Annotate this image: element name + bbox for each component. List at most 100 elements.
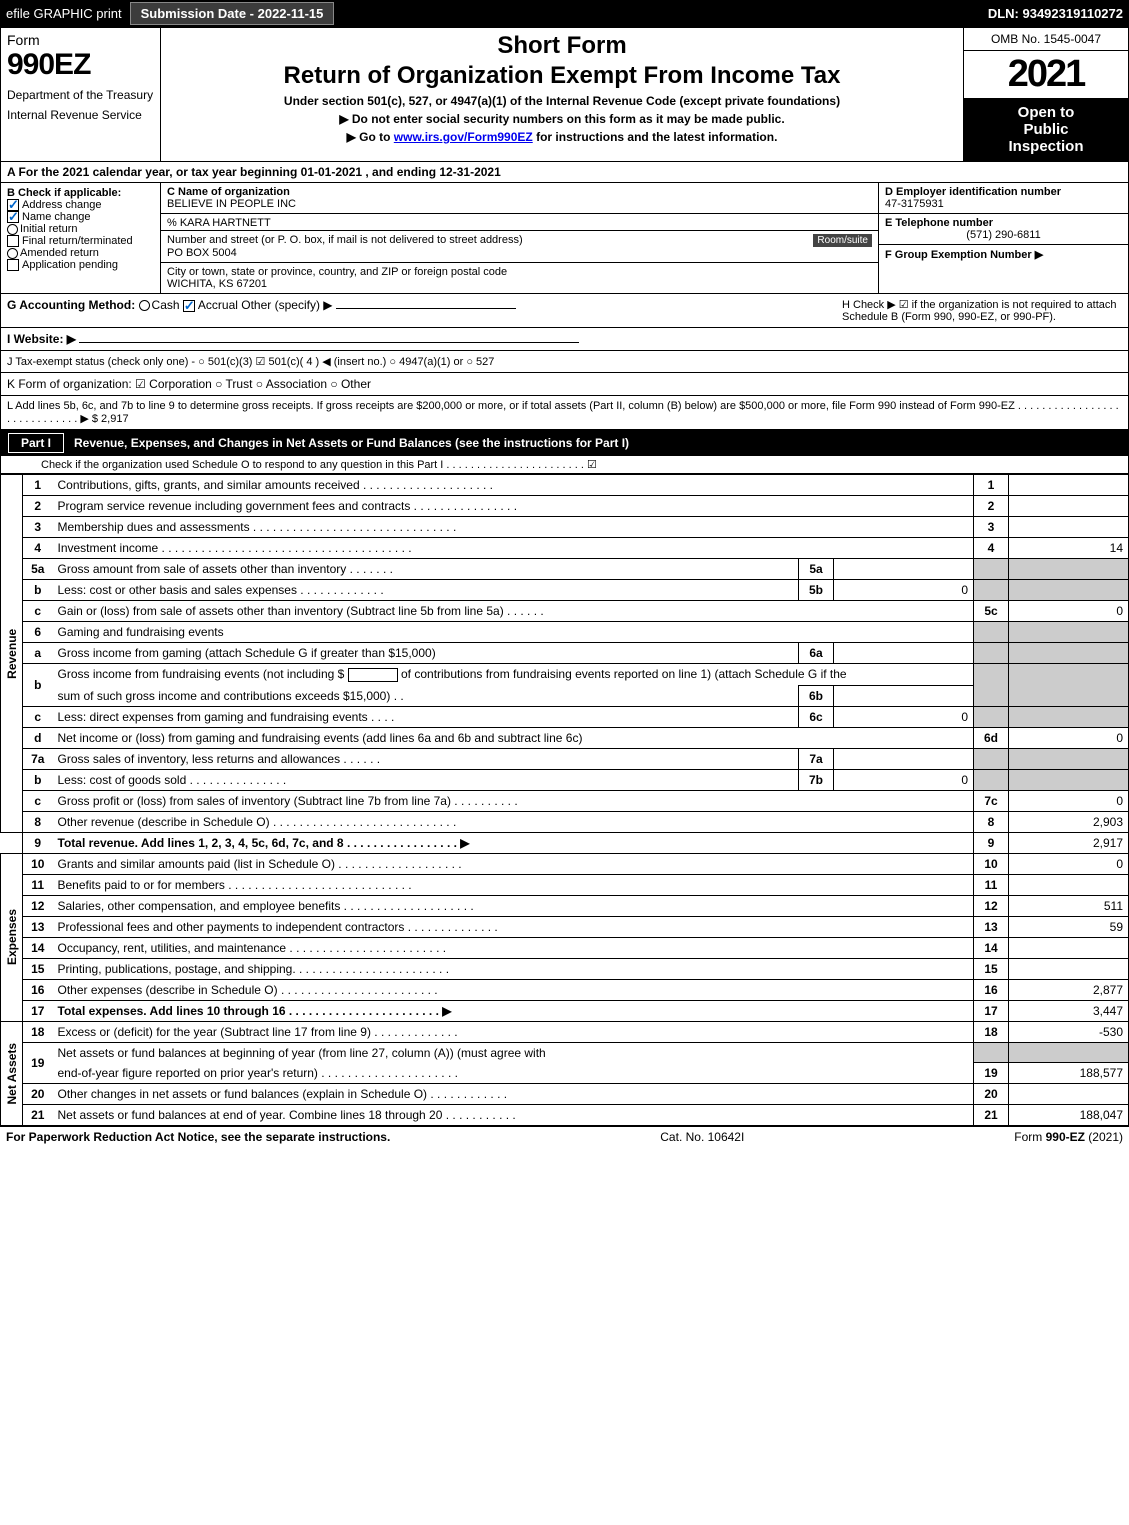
line21-no: 21	[23, 1105, 53, 1126]
name-change-checkbox[interactable]	[7, 211, 19, 223]
line13-rno: 13	[974, 916, 1009, 937]
line13-desc: Professional fees and other payments to …	[53, 916, 974, 937]
goto-pre: ▶ Go to	[347, 130, 394, 144]
line4-rno: 4	[974, 538, 1009, 559]
col-b-header: B Check if applicable:	[7, 187, 154, 199]
footer-center: Cat. No. 10642I	[660, 1130, 744, 1144]
final-return-checkbox[interactable]	[7, 235, 19, 247]
netassets-vert-label: Net Assets	[1, 1021, 23, 1126]
room-suite-label: Room/suite	[813, 234, 872, 247]
line16-rno: 16	[974, 979, 1009, 1000]
line5a-shaded	[974, 559, 1009, 580]
line7c-no: c	[23, 790, 53, 811]
line11-no: 11	[23, 874, 53, 895]
line6b-sub: 6b	[799, 685, 834, 706]
line19-desc2: end-of-year figure reported on prior yea…	[53, 1063, 974, 1084]
note-goto: ▶ Go to www.irs.gov/Form990EZ for instru…	[169, 130, 955, 144]
col-b: B Check if applicable: Address change Na…	[1, 183, 161, 293]
line3-no: 3	[23, 517, 53, 538]
section-a-text: A For the 2021 calendar year, or tax yea…	[7, 165, 501, 179]
line10-no: 10	[23, 853, 53, 874]
line2-val	[1009, 496, 1129, 517]
line15-val	[1009, 958, 1129, 979]
line6-no: 6	[23, 622, 53, 643]
line9-val: 2,917	[1009, 832, 1129, 853]
short-form-title: Short Form	[169, 32, 955, 60]
line21-rno: 21	[974, 1105, 1009, 1126]
line19-shaded	[974, 1042, 1009, 1063]
irs-label: Internal Revenue Service	[7, 108, 154, 122]
line7b-subval: 0	[834, 769, 974, 790]
form-number: 990EZ	[7, 48, 154, 82]
website-input[interactable]	[79, 342, 579, 343]
line1-no: 1	[23, 475, 53, 496]
phone-value: (571) 290-6811	[885, 229, 1122, 241]
line1-desc: Contributions, gifts, grants, and simila…	[53, 475, 974, 496]
line10-desc: Grants and similar amounts paid (list in…	[53, 853, 974, 874]
cash-radio[interactable]	[139, 300, 150, 311]
open-line2: Public	[968, 121, 1124, 138]
return-title: Return of Organization Exempt From Incom…	[169, 62, 955, 90]
cash-label: Cash	[152, 298, 180, 312]
city-label: City or town, state or province, country…	[167, 266, 507, 278]
line6d-val: 0	[1009, 727, 1129, 748]
line11-rno: 11	[974, 874, 1009, 895]
col-c: C Name of organization BELIEVE IN PEOPLE…	[161, 183, 878, 293]
line7a-shaded	[974, 748, 1009, 769]
line4-val: 14	[1009, 538, 1129, 559]
line21-desc: Net assets or fund balances at end of ye…	[53, 1105, 974, 1126]
line6d-desc: Net income or (loss) from gaming and fun…	[53, 727, 974, 748]
initial-return-radio[interactable]	[7, 224, 18, 235]
line6a-subval	[834, 643, 974, 664]
line19-desc: Net assets or fund balances at beginning…	[53, 1042, 974, 1063]
part1-title: Revenue, Expenses, and Changes in Net As…	[74, 436, 629, 450]
row-j: J Tax-exempt status (check only one) - ○…	[0, 351, 1129, 373]
line1-rno: 1	[974, 475, 1009, 496]
line8-val: 2,903	[1009, 811, 1129, 832]
line6b-pre: Gross income from fundraising events (no…	[58, 667, 345, 681]
accrual-checkbox[interactable]	[183, 300, 195, 312]
line7b-shaded-val	[1009, 769, 1129, 790]
other-specify-input[interactable]	[336, 308, 516, 309]
line15-no: 15	[23, 958, 53, 979]
line5b-subval: 0	[834, 580, 974, 601]
line7a-subval	[834, 748, 974, 769]
line14-rno: 14	[974, 937, 1009, 958]
line19-shaded-val	[1009, 1042, 1129, 1063]
line14-desc: Occupancy, rent, utilities, and maintena…	[53, 937, 974, 958]
amended-return-radio[interactable]	[7, 248, 18, 259]
line6a-shaded-val	[1009, 643, 1129, 664]
app-pending-checkbox[interactable]	[7, 259, 19, 271]
line5c-desc: Gain or (loss) from sale of assets other…	[53, 601, 974, 622]
row-g-h: G Accounting Method: Cash Accrual Other …	[0, 294, 1129, 328]
line6b-amount-input[interactable]	[348, 668, 398, 682]
form-header: Form 990EZ Department of the Treasury In…	[0, 27, 1129, 162]
line6c-shaded	[974, 706, 1009, 727]
row-i: I Website: ▶	[0, 328, 1129, 351]
addr-change-label: Address change	[22, 199, 102, 211]
line6b-mid: of contributions from fundraising events…	[401, 667, 847, 681]
line11-desc: Benefits paid to or for members . . . . …	[53, 874, 974, 895]
line9-no: 9	[23, 832, 53, 853]
line9-desc: Total revenue. Add lines 1, 2, 3, 4, 5c,…	[53, 832, 974, 853]
line8-rno: 8	[974, 811, 1009, 832]
line21-val: 188,047	[1009, 1105, 1129, 1126]
line2-rno: 2	[974, 496, 1009, 517]
irs-link[interactable]: www.irs.gov/Form990EZ	[394, 130, 533, 144]
line7a-shaded-val	[1009, 748, 1129, 769]
submission-date-button[interactable]: Submission Date - 2022-11-15	[130, 2, 335, 25]
line7a-no: 7a	[23, 748, 53, 769]
line6-shaded-val	[1009, 622, 1129, 643]
line13-no: 13	[23, 916, 53, 937]
line6d-no: d	[23, 727, 53, 748]
line5b-no: b	[23, 580, 53, 601]
line15-rno: 15	[974, 958, 1009, 979]
form-word: Form	[7, 32, 40, 48]
line12-desc: Salaries, other compensation, and employ…	[53, 895, 974, 916]
line16-no: 16	[23, 979, 53, 1000]
final-return-label: Final return/terminated	[22, 235, 133, 247]
line5a-sub: 5a	[799, 559, 834, 580]
line13-val: 59	[1009, 916, 1129, 937]
care-of: % KARA HARTNETT	[167, 217, 271, 229]
amended-return-label: Amended return	[20, 247, 99, 259]
